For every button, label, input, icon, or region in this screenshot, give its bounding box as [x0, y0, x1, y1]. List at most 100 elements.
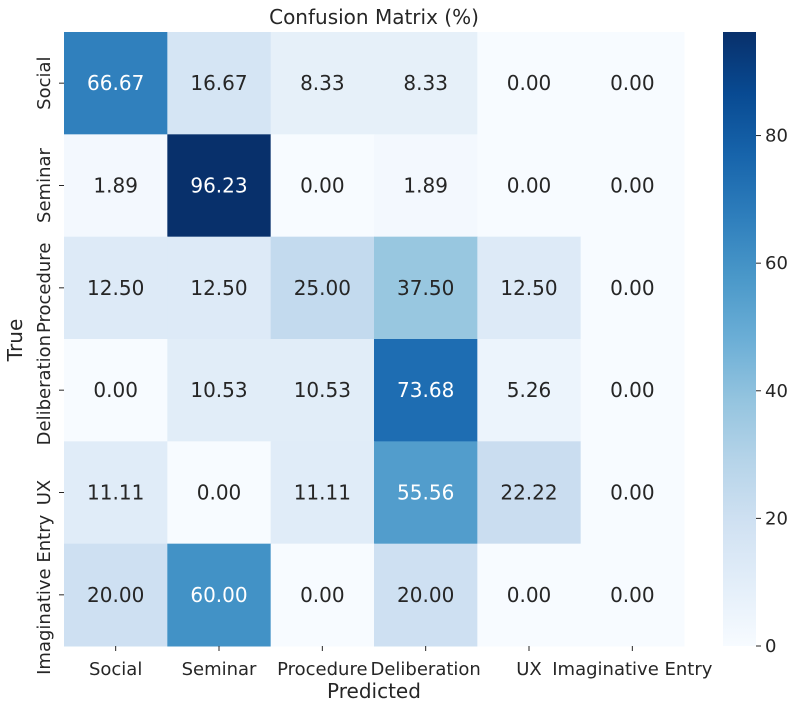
- heatmap-cell: [477, 236, 582, 340]
- heatmap-cell: [270, 441, 375, 545]
- heatmap-cell-label: 55.56: [397, 481, 454, 505]
- colorbar-tick-label: 60: [765, 253, 788, 274]
- heatmap-cell: [374, 236, 478, 340]
- heatmap-cell: [580, 236, 685, 340]
- heatmap-cell: [477, 134, 582, 238]
- heatmap-cell-label: 0.00: [610, 583, 655, 607]
- y-tick-label: Imaginative Entry: [34, 514, 55, 674]
- heatmap-cell: [580, 543, 685, 647]
- heatmap-cell-labels: 66.67 16.67 8.33 8.33 0.00 0.00 1.89 96.23 0.00 1…: [87, 71, 655, 607]
- heatmap-cell: [477, 32, 582, 135]
- colorbar: 0 20 40 60 80: [723, 32, 788, 657]
- heatmap-cell: [167, 236, 272, 340]
- heatmap-cell: [167, 32, 272, 135]
- y-axis-label: True: [3, 319, 27, 362]
- heatmap-cell-label: 0.00: [610, 378, 655, 402]
- heatmap-cell-label: 73.68: [397, 378, 454, 402]
- heatmap-cell-label: 1.89: [403, 174, 448, 198]
- colorbar-tick-label: 0: [765, 636, 776, 657]
- heatmap-cell: [374, 339, 478, 442]
- heatmap-cell: [580, 441, 685, 545]
- heatmap-cell-label: 0.00: [507, 583, 552, 607]
- heatmap-cell-label: 0.00: [507, 71, 552, 95]
- heatmap-cell: [374, 32, 478, 135]
- heatmap-cell-label: 11.11: [294, 481, 351, 505]
- heatmap-cell-label: 10.53: [294, 378, 351, 402]
- heatmap-cell: [64, 134, 168, 238]
- heatmap-cell-label: 0.00: [610, 71, 655, 95]
- colorbar-scale: [723, 32, 756, 646]
- heatmap-cell: [477, 441, 582, 545]
- heatmap-cell: [64, 236, 168, 340]
- heatmap-cell: [270, 134, 375, 238]
- heatmap-cell-label: 8.33: [300, 71, 345, 95]
- heatmap-cell: [270, 236, 375, 340]
- heatmap-cell-label: 60.00: [190, 583, 247, 607]
- heatmap-cell-label: 0.00: [610, 276, 655, 300]
- x-tick-label: Social: [89, 659, 142, 680]
- heatmap-cell-label: 0.00: [93, 378, 138, 402]
- colorbar-tick-label: 80: [765, 126, 788, 147]
- heatmap-cell: [477, 543, 582, 647]
- heatmap-cell-label: 25.00: [294, 276, 351, 300]
- heatmap-cell-label: 66.67: [87, 71, 144, 95]
- heatmap-cell: [167, 134, 272, 238]
- x-axis-ticks: Social Seminar Procedure Deliberation UX Imag…: [89, 646, 713, 680]
- heatmap-cell-label: 0.00: [197, 481, 242, 505]
- heatmap-cell-label: 0.00: [300, 583, 345, 607]
- y-tick-label: Social: [34, 56, 55, 109]
- heatmap-cell-label: 0.00: [300, 174, 345, 198]
- heatmap-cell: [167, 543, 272, 647]
- y-tick-label: UX: [34, 480, 55, 506]
- y-tick-label: Seminar: [34, 147, 55, 222]
- heatmap-cell: [64, 543, 168, 647]
- heatmap-cell-label: 96.23: [190, 174, 247, 198]
- heatmap-cell-label: 12.50: [190, 276, 247, 300]
- heatmap-cell-label: 0.00: [507, 174, 552, 198]
- colorbar-ticks: 0 20 40 60 80: [756, 126, 788, 657]
- heatmap-cell-label: 5.26: [507, 378, 552, 402]
- heatmap-cell-label: 11.11: [87, 481, 144, 505]
- heatmap-cell: [580, 134, 685, 238]
- heatmap-cell-label: 1.89: [93, 174, 138, 198]
- x-tick-label: Imaginative Entry: [552, 659, 712, 680]
- y-tick-label: Procedure: [34, 243, 55, 333]
- x-tick-label: UX: [516, 659, 542, 680]
- heatmap-cell-label: 0.00: [610, 174, 655, 198]
- heatmap-cell-label: 12.50: [87, 276, 144, 300]
- heatmap-cell: [64, 32, 168, 135]
- heatmap-cell: [580, 32, 685, 135]
- y-tick-label: Deliberation: [34, 335, 55, 445]
- heatmap-cell: [374, 134, 478, 238]
- heatmap-cell: [374, 543, 478, 647]
- heatmap-cell: [580, 339, 685, 442]
- colorbar-tick-label: 20: [765, 508, 788, 529]
- heatmap-cell: [477, 339, 582, 442]
- x-tick-label: Deliberation: [370, 659, 480, 680]
- x-tick-label: Seminar: [182, 659, 257, 680]
- heatmap-cell-label: 0.00: [610, 481, 655, 505]
- heatmap-cell: [167, 339, 272, 442]
- colorbar-tick-label: 40: [765, 381, 788, 402]
- heatmap-cell: [270, 32, 375, 135]
- heatmap-cells: [64, 32, 685, 647]
- heatmap-cell: [167, 441, 272, 545]
- heatmap-cell: [64, 339, 168, 442]
- heatmap-cell: [270, 543, 375, 647]
- heatmap-cell-label: 10.53: [190, 378, 247, 402]
- heatmap-cell-label: 12.50: [500, 276, 557, 300]
- heatmap-cell-label: 8.33: [403, 71, 448, 95]
- x-axis-label: Predicted: [327, 679, 421, 703]
- heatmap-cell-label: 22.22: [500, 481, 557, 505]
- heatmap-cell: [64, 441, 168, 545]
- chart-title: Confusion Matrix (%): [269, 5, 479, 29]
- heatmap-cell: [374, 441, 478, 545]
- heatmap-cell: [270, 339, 375, 442]
- heatmap-cell-label: 20.00: [397, 583, 454, 607]
- heatmap-cell-label: 16.67: [190, 71, 247, 95]
- heatmap-cell-label: 20.00: [87, 583, 144, 607]
- x-tick-label: Procedure: [277, 659, 367, 680]
- heatmap-cell-label: 37.50: [397, 276, 454, 300]
